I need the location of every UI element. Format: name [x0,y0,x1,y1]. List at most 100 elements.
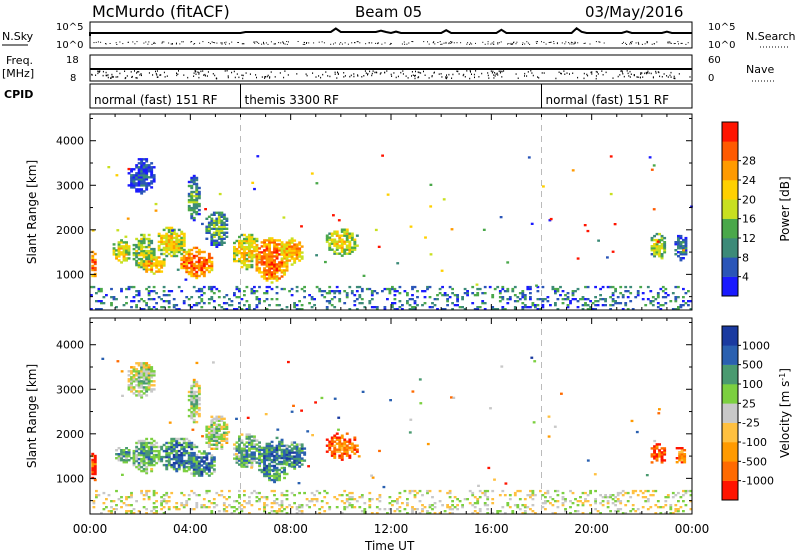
heatmap-cell [576,287,580,291]
heatmap-cell [278,263,281,266]
heatmap-cell [245,257,249,261]
heatmap-cell [293,304,296,307]
heatmap-cell [345,494,349,497]
heatmap-cell [285,269,289,272]
heatmap-cell [368,300,372,303]
heatmap-cell [137,463,141,467]
heatmap-cell [655,238,659,242]
heatmap-cell [210,227,214,230]
heatmap-cell [140,491,143,495]
heatmap-cell [175,250,179,254]
heatmap-cell [381,290,384,293]
heatmap-cell [283,251,286,254]
heatmap-cell [233,292,236,295]
heatmap-cell [353,300,357,303]
nsearch-point [673,43,675,45]
heatmap-cell [170,246,174,250]
heatmap-cell [238,512,241,515]
nsearch-point [267,43,269,45]
heatmap-cell [574,498,577,501]
heatmap-cell [446,504,449,507]
heatmap-cell [333,450,337,453]
heatmap-cell [207,500,211,503]
heatmap-cell [315,498,319,501]
heatmap-cell [609,510,612,513]
heatmap-cell [202,302,206,305]
heatmap-cell [275,454,279,458]
nsearch-point [440,43,442,45]
heatmap-cell [275,472,279,476]
heatmap-cell [122,449,126,452]
heatmap-cell [571,290,575,293]
heatmap-cell [243,263,246,267]
heatmap-cell [207,258,211,262]
heatmap-cell [225,235,229,238]
heatmap-cell [413,489,417,493]
heatmap-cell [275,446,279,450]
heatmap-cell [463,287,467,291]
nave-point [537,76,539,78]
heatmap-cell [147,364,151,367]
heatmap-cell [639,489,643,493]
heatmap-cell [167,302,171,305]
heatmap-cell [200,474,204,477]
heatmap-cell [350,292,354,295]
nave-point [446,74,447,76]
heatmap-cell [185,500,189,503]
heatmap-cell [674,300,678,303]
heatmap-cell [656,302,660,305]
heatmap-cell [150,437,154,441]
heatmap-cell [656,294,660,297]
nsearch-point [153,43,155,44]
heatmap-cell [180,244,184,248]
heatmap-cell [142,251,146,255]
heatmap-cell [177,248,181,252]
heatmap-cell [677,241,680,244]
nsearch-point [243,43,245,45]
heatmap-cell [150,467,154,471]
heatmap-cell [481,292,485,295]
heatmap-cell [225,308,229,311]
heatmap-cell [145,372,149,375]
heatmap-cell [275,512,279,515]
heatmap-cell [142,158,146,161]
heatmap-cell [197,466,201,469]
heatmap-cell [142,245,146,249]
heatmap-cell [225,441,229,444]
heatmap-cell [205,258,209,262]
heatmap-cell [100,512,103,515]
heatmap-cell [619,491,623,495]
heatmap-cell [238,243,241,247]
heatmap-cell [238,257,241,261]
heatmap-cell [298,308,301,311]
heatmap-cell [137,251,141,255]
heatmap-cell [220,494,224,497]
heatmap-cell [521,290,525,293]
heatmap-cell [280,510,284,513]
heatmap-cell [391,306,394,309]
heatmap-cell [120,261,123,264]
heatmap-cell [243,494,246,497]
heatmap-cell [443,292,447,295]
heatmap-cell [212,427,216,430]
heatmap-cell [210,237,214,240]
colorbar-tick-label: 100 [742,378,763,391]
heatmap-cell [157,270,161,273]
heatmap-cell [652,164,656,167]
heatmap-cell [110,512,113,515]
heatmap-cell [268,458,271,462]
heatmap-cell [91,254,95,258]
heatmap-cell [268,243,271,246]
heatmap-cell [348,454,352,457]
heatmap-cell [162,290,166,293]
heatmap-cell [606,496,610,499]
heatmap-cell [340,458,344,461]
heatmap-cell [263,300,266,303]
heatmap-cell [609,304,612,307]
heatmap-cell [295,453,299,456]
heatmap-cell [140,257,144,261]
heatmap-cell [167,463,171,467]
heatmap-cell [192,202,196,206]
nsearch-point [565,41,567,43]
nave-point [334,73,336,75]
